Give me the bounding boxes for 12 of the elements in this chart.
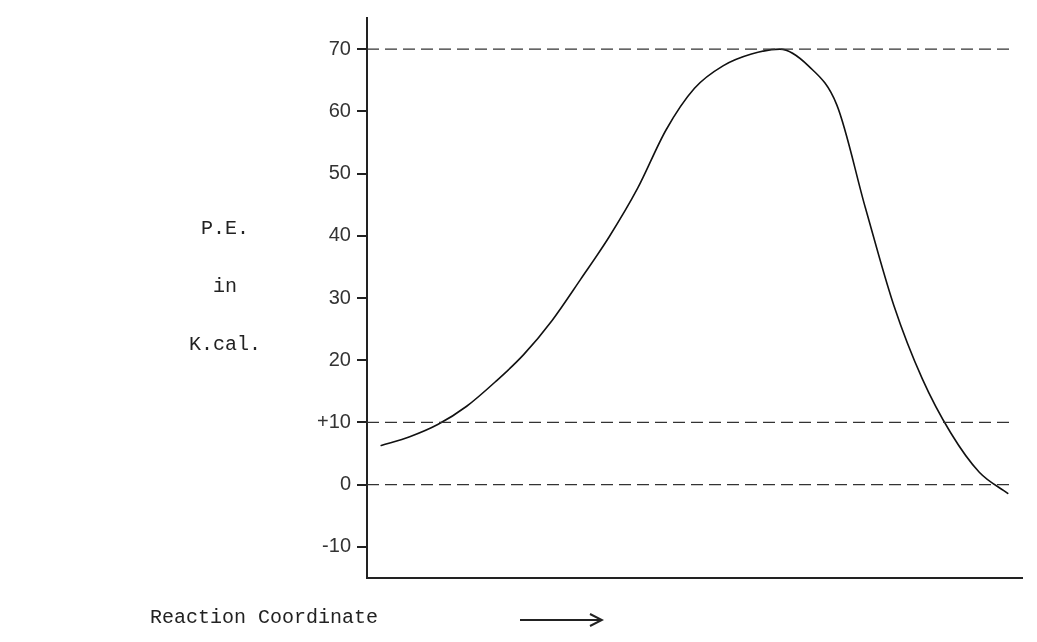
y-tick-label: -10 bbox=[322, 534, 351, 557]
y-tick-label: 40 bbox=[328, 223, 351, 246]
x-axis-title: Reaction Coordinate bbox=[150, 606, 379, 629]
y-tick-label: 20 bbox=[328, 347, 351, 370]
text: P.E. in K.cal. bbox=[188, 217, 261, 356]
y-tick-label: 30 bbox=[328, 285, 351, 308]
y-tick-label: 50 bbox=[328, 161, 351, 184]
line-series bbox=[380, 48, 1009, 495]
y-tick-label: +10 bbox=[317, 409, 351, 432]
y-tick-label: 0 bbox=[339, 472, 351, 495]
y-tick-label: 60 bbox=[328, 98, 351, 121]
y-tick-label: 70 bbox=[328, 36, 351, 59]
